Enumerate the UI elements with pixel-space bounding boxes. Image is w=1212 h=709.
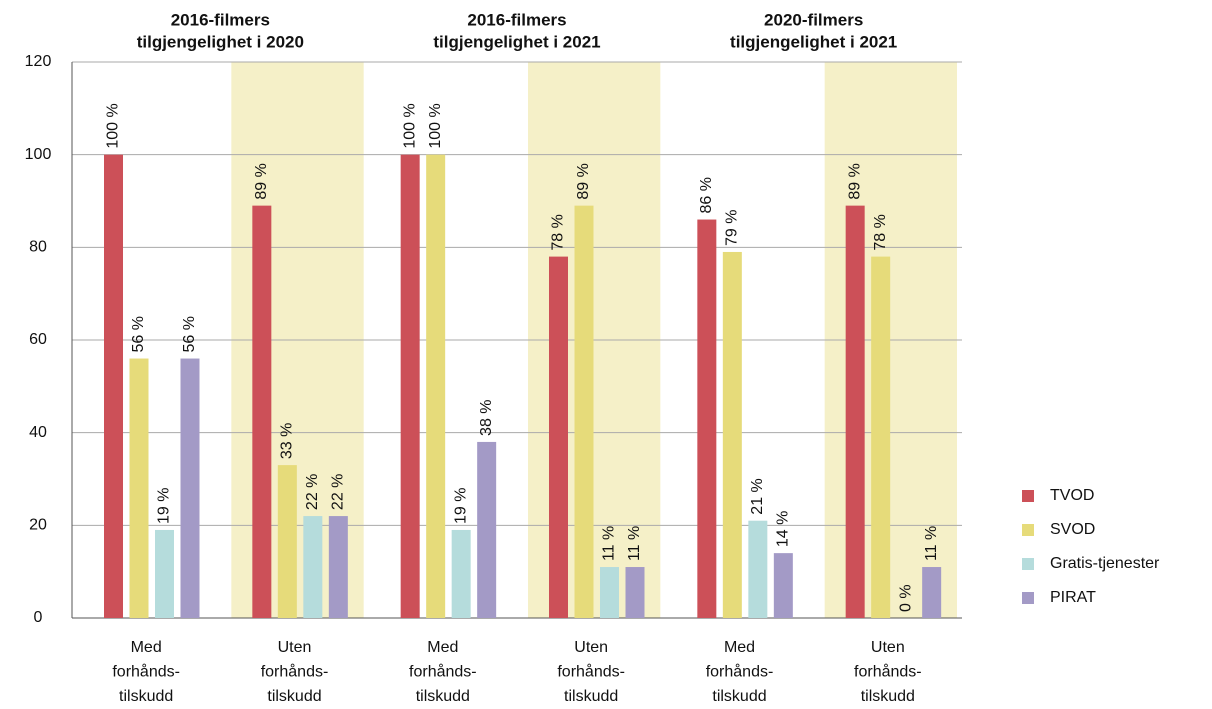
data-label: 11 % [601,526,618,561]
x-tick-label: Med [427,639,458,656]
x-tick-label: Med [131,639,162,656]
bar [477,441,497,618]
data-label: 11 % [923,526,940,561]
bar [303,516,323,618]
x-tick-label: Uten [871,639,905,656]
legend-label: PIRAT [1050,589,1096,606]
bar [574,205,594,618]
bar [922,567,942,618]
data-label: 100 % [427,103,444,148]
x-tick-label: Uten [278,639,312,656]
data-label: 100 % [105,103,122,148]
data-label: 86 % [698,177,715,213]
data-label: 38 % [478,399,495,435]
data-label: 19 % [156,487,173,523]
data-label: 78 % [872,214,889,250]
y-tick-label: 80 [29,239,47,256]
data-label: 33 % [279,423,296,459]
x-tick-label: Med [724,639,755,656]
x-tick-label: forhånds- [261,663,329,681]
data-label: 89 % [575,163,592,199]
bar [625,567,645,618]
x-tick-label: tilskudd [564,688,618,705]
x-tick-label: tilskudd [861,688,915,705]
legend-label: TVOD [1050,487,1094,504]
y-tick-label: 120 [25,53,52,70]
data-label: 21 % [749,478,766,514]
group-title: 2016-filmers [171,10,270,29]
data-label: 56 % [130,316,147,352]
y-tick-label: 60 [29,331,47,348]
bar [252,205,272,618]
bar [748,520,768,618]
bar [845,205,865,618]
data-label: 0 % [897,584,914,612]
bar [104,154,123,618]
bar [697,219,717,619]
y-tick-label: 100 [25,146,52,163]
group-title: tilgjengelighet i 2020 [137,32,304,51]
y-tick-label: 20 [29,517,47,534]
x-tick-label: tilskudd [416,688,470,705]
x-tick-label: forhånds- [557,663,625,681]
bar [277,465,297,618]
x-tick-label: forhånds- [112,663,180,681]
data-label: 22 % [330,474,347,510]
data-label: 89 % [846,163,863,199]
x-tick-label: tilskudd [267,688,321,705]
data-label: 19 % [452,487,469,523]
bar [129,358,149,618]
legend-swatch [1022,490,1034,502]
bar [400,154,420,618]
data-label: 11 % [626,526,643,561]
legend-swatch [1022,592,1034,604]
bar [328,516,348,618]
bar [180,358,200,618]
legend-swatch [1022,558,1034,570]
y-tick-label: 0 [34,609,43,626]
legend-swatch [1022,524,1034,536]
x-tick-label: forhånds- [409,663,477,681]
bar [722,251,742,618]
legend-label: Gratis-tjenester [1050,555,1160,572]
group-title: 2020-filmers [764,10,863,29]
bar [600,567,619,618]
data-label: 79 % [724,209,741,245]
x-tick-label: tilskudd [712,688,766,705]
y-tick-label: 40 [29,424,47,441]
x-tick-label: Uten [574,639,608,656]
legend-label: SVOD [1050,521,1095,538]
bar [155,529,174,618]
data-label: 89 % [253,163,270,199]
bar [549,256,568,618]
x-tick-label: tilskudd [119,688,173,705]
data-label: 56 % [181,316,198,352]
data-label: 100 % [401,103,418,148]
bar [426,154,446,618]
group-title: tilgjengelighet i 2021 [433,32,600,51]
x-tick-label: forhånds- [854,663,922,681]
x-tick-label: forhånds- [706,663,774,681]
data-label: 22 % [304,474,321,510]
data-label: 78 % [550,214,567,250]
bar [773,553,793,618]
bar [451,529,471,618]
group-title: 2016-filmers [467,10,566,29]
bar [871,256,891,618]
group-title: tilgjengelighet i 2021 [730,32,897,51]
data-label: 14 % [775,511,792,547]
